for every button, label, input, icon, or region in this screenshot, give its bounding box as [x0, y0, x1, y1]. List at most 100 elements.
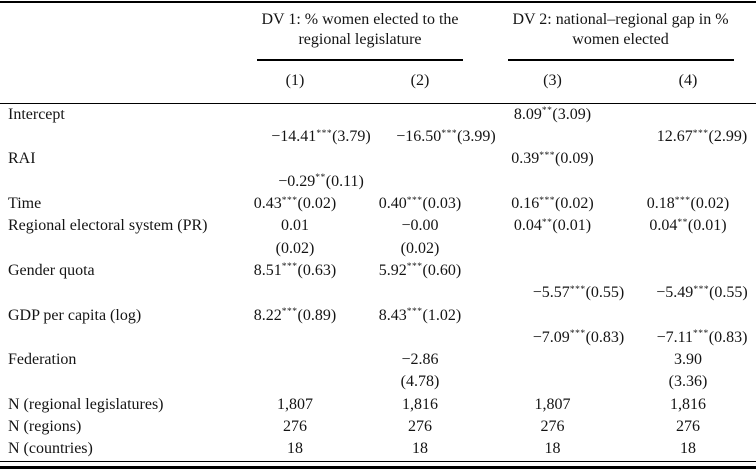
coef-cell: 8.43***(1.02) — [378, 306, 462, 324]
coef-cell: (4.78) — [400, 373, 440, 391]
table-row-line: −7.09***(0.83) −7.11***(0.83) — [0, 327, 756, 349]
significance-stars: ** — [315, 173, 326, 184]
significance-stars: ** — [677, 217, 688, 228]
table-row-line: Intercept 8.09**(3.09) — [0, 104, 756, 126]
significance-stars: *** — [441, 128, 458, 139]
coef-cell: 3.90 — [674, 351, 702, 369]
table-row-line: Regional electoral system (PR) 0.01 −0.00 0… — [0, 215, 756, 237]
significance-stars: *** — [692, 128, 709, 139]
coef-cell: 8.22***(0.89) — [253, 306, 337, 324]
significance-stars: *** — [569, 284, 586, 295]
coef-cell: 276 — [283, 418, 307, 436]
dv2-underline-wrap — [485, 59, 756, 61]
coef-cell: 1,807 — [277, 395, 313, 413]
dv-group-underlines — [0, 59, 756, 61]
table-row-line: (0.02) (0.02) — [0, 238, 756, 260]
significance-stars: ** — [541, 217, 553, 228]
dv1-group-title-text: DV 1: % women elected to the regional le… — [261, 11, 459, 48]
dv2-underline-rule — [507, 59, 734, 61]
significance-stars: *** — [693, 284, 710, 295]
table-row-line: (4.78) (3.36) — [0, 371, 756, 393]
coef-cell: 18 — [412, 440, 428, 458]
row-label: RAI — [8, 150, 36, 168]
coef-cell: (0.02) — [400, 239, 440, 257]
coef-cell: 1,807 — [534, 395, 571, 413]
table-row-line: GDP per capita (log) 8.22***(0.89) 8.43***… — [0, 304, 756, 326]
table-row-line: −14.41***(3.79) −16.50***(3.99) 12.67***(2… — [0, 126, 756, 148]
significance-stars: *** — [316, 128, 333, 139]
coef-cell: 0.04**(0.01) — [649, 217, 727, 235]
row-label: GDP per capita (log) — [8, 306, 142, 324]
table-row-line: Gender quota 8.51***(0.63) 5.92***(0.60) — [0, 260, 756, 282]
coef-cell: (0.02) — [275, 239, 315, 257]
dv1-underline-wrap — [235, 59, 485, 61]
table-row-line: N (countries) 18 18 18 18 — [0, 438, 756, 460]
coef-cell: −16.50***(3.99) — [396, 128, 496, 146]
significance-stars: *** — [406, 195, 423, 206]
coef-cell: 0.04**(0.01) — [513, 217, 592, 235]
table-row-line: N (regional legislatures) 1,807 1,816 1,807… — [0, 394, 756, 416]
coef-cell: −0.29**(0.11) — [278, 172, 364, 190]
coef-cell: 1,816 — [670, 395, 706, 413]
row-label: Regional electoral system (PR) — [8, 217, 208, 235]
coef-cell: −7.11***(0.83) — [656, 328, 748, 346]
coef-cell: −0.00 — [401, 217, 439, 235]
coef-cell: −7.09***(0.83) — [532, 328, 625, 346]
coef-cell: 0.39***(0.09) — [511, 150, 594, 168]
coef-cell: −5.57***(0.55) — [532, 284, 625, 302]
coef-cell: 8.09**(3.09) — [513, 105, 592, 123]
coef-cell: 276 — [676, 418, 700, 436]
row-label: N (countries) — [8, 440, 93, 458]
dv1-underline-rule — [257, 59, 463, 61]
significance-stars: *** — [281, 307, 298, 318]
coef-cell: 12.67***(2.99) — [656, 128, 748, 146]
coef-cell: 0.40***(0.03) — [378, 195, 462, 213]
table-row-line: RAI 0.39***(0.09) — [0, 148, 756, 170]
coef-cell: 8.51***(0.63) — [253, 261, 337, 279]
row-label: Intercept — [8, 105, 65, 123]
significance-stars: ** — [541, 106, 553, 117]
table-row-line: N (regions) 276 276 276 276 — [0, 416, 756, 438]
coef-cell: −2.86 — [401, 351, 439, 369]
coef-cell: 0.18***(0.02) — [646, 195, 730, 213]
dv2-group-title-text: DV 2: national–regional gap in % women e… — [512, 11, 729, 48]
significance-stars: *** — [406, 262, 423, 273]
row-label: N (regional legislatures) — [8, 395, 164, 413]
row-label: Gender quota — [8, 261, 95, 279]
dv2-group-title: DV 2: national–regional gap in % women e… — [485, 10, 756, 50]
table-row-line: Federation −2.86 3.90 — [0, 349, 756, 371]
row-label: Time — [8, 195, 42, 213]
table-row-line: −5.57***(0.55) −5.49***(0.55) — [0, 282, 756, 304]
coef-cell: 18 — [544, 440, 561, 458]
dv-group-titles: DV 1: % women elected to the regional le… — [0, 3, 756, 59]
coef-cell: 0.16***(0.02) — [511, 195, 594, 213]
column-header-1: (1) — [285, 72, 305, 89]
significance-stars: *** — [539, 150, 556, 161]
coef-cell: 0.01 — [281, 217, 309, 235]
bottom-rule-thin — [0, 460, 756, 462]
dv1-group-title: DV 1: % women elected to the regional le… — [235, 10, 485, 50]
table-body: Intercept 8.09**(3.09) −14.41***(3.79) −16.… — [0, 104, 756, 461]
model-column-headers: (1) (2) (3) (4) — [0, 61, 756, 101]
significance-stars: *** — [569, 329, 586, 340]
coef-cell: −5.49***(0.55) — [656, 284, 748, 302]
bottom-rules — [0, 460, 756, 469]
significance-stars: *** — [406, 307, 423, 318]
table-row-line: −0.29**(0.11) — [0, 171, 756, 193]
coef-cell: 0.43***(0.02) — [253, 195, 337, 213]
coef-cell: 18 — [680, 440, 696, 458]
significance-stars: *** — [674, 195, 691, 206]
significance-stars: *** — [539, 195, 556, 206]
column-header-4: (4) — [678, 72, 698, 89]
column-header-2: (2) — [410, 72, 430, 89]
significance-stars: *** — [693, 329, 709, 340]
coef-cell: 276 — [540, 418, 565, 436]
bottom-rule-gap — [0, 462, 756, 466]
coef-cell: 5.92***(0.60) — [378, 261, 462, 279]
column-header-3: (3) — [543, 72, 562, 89]
coef-cell: 276 — [408, 418, 432, 436]
bottom-rule-thick — [0, 466, 756, 469]
row-label: N (regions) — [8, 418, 82, 436]
significance-stars: *** — [281, 262, 298, 273]
